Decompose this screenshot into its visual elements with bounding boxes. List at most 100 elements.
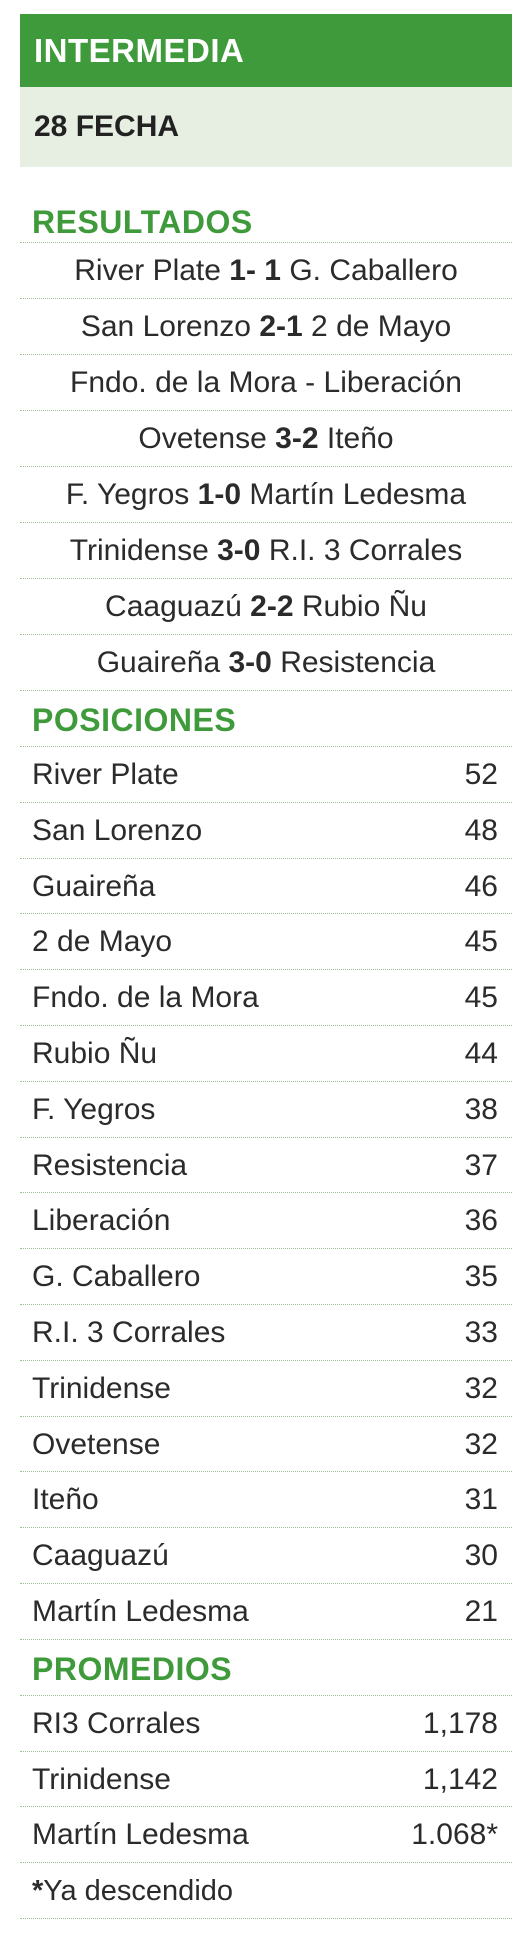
results-heading: RESULTADOS (20, 195, 512, 243)
footnote-mark: * (32, 1875, 44, 1908)
table-row: Trinidense 32 (20, 1361, 512, 1417)
table-row: Martín Ledesma 21 (20, 1584, 512, 1640)
team-points: 45 (464, 981, 498, 1015)
match-score: 2-2 (250, 590, 294, 623)
result-row: Guaireña 3-0 Resistencia (20, 635, 512, 691)
home-team: Fndo. de la Mora (70, 366, 297, 399)
team-name: River Plate (32, 758, 179, 791)
home-team: San Lorenzo (80, 310, 251, 343)
table-row: San Lorenzo 48 (20, 803, 512, 859)
table-row: Martín Ledesma 1.068* (20, 1807, 512, 1864)
team-name: Rubio Ñu (32, 1036, 158, 1070)
match-score: 3-0 (217, 534, 261, 567)
team-name: Iteño (32, 1483, 99, 1517)
team-name: R.I. 3 Corrales (32, 1315, 226, 1349)
team-name: San Lorenzo (32, 813, 203, 847)
result-row: F. Yegros 1-0 Martín Ledesma (20, 467, 512, 523)
table-row: G. Caballero 35 (20, 1249, 512, 1305)
result-row: Caaguazú 2-2 Rubio Ñu (20, 579, 512, 635)
result-row: Trinidense 3-0 R.I. 3 Corrales (20, 523, 512, 579)
table-row: Rubio Ñu 44 (20, 1026, 512, 1082)
away-team: G. Caballero (289, 254, 458, 287)
average-value: 1.068* (411, 1818, 498, 1852)
team-points: 52 (464, 758, 498, 791)
match-score: 1-0 (197, 478, 241, 511)
table-row: Ovetense 32 (20, 1417, 512, 1473)
team-points: 45 (464, 925, 498, 959)
away-team: R.I. 3 Corrales (268, 534, 463, 567)
team-name: Caaguazú (32, 1539, 169, 1573)
footnote-text: Ya descendido (43, 1875, 234, 1908)
home-team: River Plate (74, 254, 221, 287)
team-points: 46 (464, 869, 498, 903)
team-points: 44 (464, 1036, 498, 1070)
team-name: Fndo. de la Mora (32, 981, 259, 1015)
match-score: 3-0 (228, 646, 272, 679)
team-points: 36 (464, 1204, 498, 1238)
results-list: River Plate 1- 1 G. Caballero San Lorenzo… (20, 243, 512, 691)
table-row: Fndo. de la Mora 45 (20, 970, 512, 1026)
match-score: - (305, 366, 316, 399)
team-points: 31 (464, 1483, 498, 1517)
table-row: Iteño 31 (20, 1472, 512, 1529)
round-label: 28 FECHA (20, 87, 512, 167)
average-value: 1,178 (422, 1706, 498, 1740)
team-points: 37 (464, 1148, 498, 1182)
table-row: R.I. 3 Corrales 33 (20, 1305, 512, 1361)
away-team: Rubio Ñu (301, 590, 427, 623)
standings-table: River Plate 52 San Lorenzo 48 Guaireña 46 2 de… (20, 747, 512, 1640)
table-row: Caaguazú 30 (20, 1528, 512, 1584)
team-points: 35 (464, 1260, 498, 1294)
scores-panel: INTERMEDIA 28 FECHA RESULTADOS River Pla… (20, 14, 512, 1920)
table-row: F. Yegros 38 (20, 1082, 512, 1138)
result-row: River Plate 1- 1 G. Caballero (20, 243, 512, 299)
home-team: Guaireña (96, 646, 221, 679)
match-score: 2-1 (259, 310, 303, 343)
standings-heading: POSICIONES (20, 691, 512, 747)
team-points: 32 (464, 1371, 498, 1405)
away-team: Resistencia (280, 646, 436, 679)
team-points: 33 (464, 1315, 498, 1349)
home-team: Caaguazú (105, 590, 242, 623)
table-row: Guaireña 46 (20, 859, 512, 915)
page-title: INTERMEDIA (20, 14, 512, 87)
away-team: Iteño (326, 422, 394, 455)
team-points: 21 (464, 1594, 498, 1628)
table-row: Trinidense 1,142 (20, 1752, 512, 1808)
match-score: 1- 1 (229, 254, 281, 287)
averages-heading: PROMEDIOS (20, 1640, 512, 1696)
away-team: 2 de Mayo (311, 310, 452, 343)
table-row: River Plate 52 (20, 747, 512, 803)
team-name: 2 de Mayo (32, 925, 173, 959)
result-row: San Lorenzo 2-1 2 de Mayo (20, 299, 512, 355)
team-name: G. Caballero (32, 1260, 201, 1294)
team-points: 38 (464, 1092, 498, 1126)
team-name: Martín Ledesma (32, 1594, 249, 1628)
team-name: Resistencia (32, 1148, 188, 1182)
team-name: Ovetense (32, 1427, 161, 1461)
team-points: 32 (464, 1427, 498, 1461)
average-value: 1,142 (422, 1762, 498, 1796)
home-team: F. Yegros (65, 478, 190, 511)
team-name: Trinidense (32, 1762, 171, 1796)
away-team: Liberación (323, 366, 462, 399)
team-name: Trinidense (32, 1371, 171, 1405)
team-name: Guaireña (32, 869, 156, 903)
home-team: Ovetense (138, 422, 267, 455)
match-score: 3-2 (275, 422, 319, 455)
team-name: Martín Ledesma (32, 1818, 249, 1852)
away-team: Martín Ledesma (249, 478, 467, 511)
table-row: RI3 Corrales 1,178 (20, 1696, 512, 1752)
home-team: Trinidense (69, 534, 209, 567)
team-points: 48 (464, 813, 498, 847)
result-row: Ovetense 3-2 Iteño (20, 411, 512, 467)
team-name: RI3 Corrales (32, 1706, 201, 1740)
spacer (20, 167, 512, 195)
team-name: F. Yegros (32, 1092, 156, 1126)
table-row: 2 de Mayo 45 (20, 914, 512, 971)
averages-table: RI3 Corrales 1,178 Trinidense 1,142 Martín L… (20, 1696, 512, 1864)
table-row: Resistencia 37 (20, 1138, 512, 1194)
result-row: Fndo. de la Mora - Liberación (20, 355, 512, 411)
team-name: Liberación (32, 1204, 171, 1238)
table-row: Liberación 36 (20, 1193, 512, 1250)
